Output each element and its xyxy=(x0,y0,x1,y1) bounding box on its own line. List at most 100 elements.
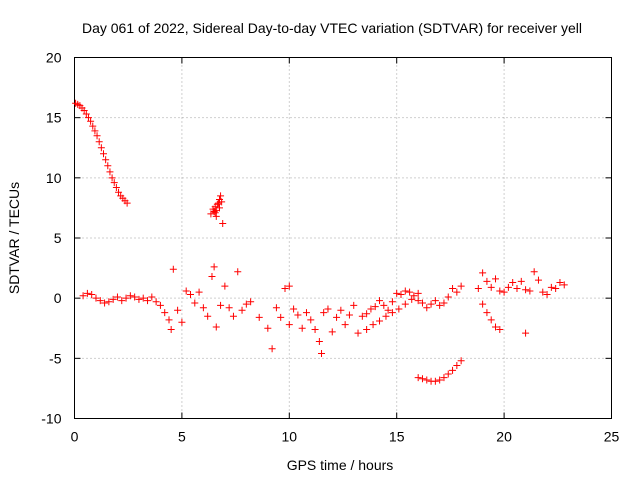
data-point xyxy=(380,301,388,309)
data-point xyxy=(212,212,220,220)
data-point xyxy=(215,204,223,212)
x-tick-label: 15 xyxy=(389,429,405,445)
data-point xyxy=(401,287,409,295)
data-point xyxy=(105,298,113,306)
data-point xyxy=(449,366,457,374)
data-point xyxy=(376,317,384,325)
data-point xyxy=(144,297,152,305)
data-point xyxy=(492,323,500,331)
data-point xyxy=(247,298,255,306)
data-point xyxy=(311,325,319,333)
data-point xyxy=(112,183,120,191)
data-point xyxy=(182,287,190,295)
data-point xyxy=(214,199,222,207)
data-point xyxy=(109,295,117,303)
data-point xyxy=(92,294,100,302)
data-point xyxy=(449,285,457,293)
data-point xyxy=(139,294,147,302)
x-tick-label: 10 xyxy=(282,429,298,445)
data-point xyxy=(212,323,220,331)
data-point xyxy=(479,269,487,277)
data-point xyxy=(423,304,431,312)
data-point xyxy=(496,287,504,295)
data-point xyxy=(110,179,118,187)
x-axis-label: GPS time / hours xyxy=(287,457,394,473)
y-tick-label: 0 xyxy=(54,290,62,306)
data-points xyxy=(72,99,568,385)
data-point xyxy=(225,304,233,312)
data-point xyxy=(210,263,218,271)
data-point xyxy=(208,273,216,281)
data-point xyxy=(97,144,105,152)
data-point xyxy=(363,325,371,333)
data-point xyxy=(126,292,134,300)
data-point xyxy=(350,301,358,309)
x-tick-label: 5 xyxy=(178,429,186,445)
data-point xyxy=(436,376,444,384)
data-point xyxy=(178,318,186,326)
chart-title: Day 061 of 2022, Sidereal Day-to-day VTE… xyxy=(82,20,582,36)
data-point xyxy=(341,321,349,329)
data-point xyxy=(102,156,110,164)
data-point xyxy=(268,345,276,353)
data-point xyxy=(382,312,390,320)
data-point xyxy=(307,316,315,324)
data-point xyxy=(547,283,555,291)
data-point xyxy=(213,200,221,208)
data-point xyxy=(95,138,103,146)
data-point xyxy=(167,325,175,333)
data-point xyxy=(487,283,495,291)
data-point xyxy=(530,268,538,276)
data-point xyxy=(118,297,126,305)
data-point xyxy=(218,198,226,206)
y-axis-label: SDTVAR / TECUs xyxy=(6,182,22,294)
data-point xyxy=(483,309,491,317)
data-point xyxy=(294,311,302,319)
data-point xyxy=(285,282,293,290)
data-point xyxy=(539,288,547,296)
series-descending-19-20h xyxy=(479,300,504,333)
data-point xyxy=(388,298,396,306)
data-point xyxy=(165,316,173,324)
data-point xyxy=(290,305,298,313)
data-point xyxy=(354,329,362,337)
data-point xyxy=(82,110,90,118)
data-point xyxy=(453,288,461,296)
data-point xyxy=(123,199,131,207)
data-point xyxy=(88,291,96,299)
data-point xyxy=(285,321,293,329)
data-point xyxy=(186,291,194,299)
data-point xyxy=(500,288,508,296)
data-point xyxy=(440,374,448,382)
data-point xyxy=(414,289,422,297)
data-point xyxy=(79,292,87,300)
data-point xyxy=(80,106,88,114)
y-tick-label: 10 xyxy=(46,170,62,186)
data-point xyxy=(427,300,435,308)
data-point xyxy=(87,117,95,125)
data-point xyxy=(106,168,114,176)
data-point xyxy=(169,265,177,273)
x-tick-label: 20 xyxy=(496,429,512,445)
data-point xyxy=(552,285,560,293)
data-point xyxy=(487,316,495,324)
data-point xyxy=(318,350,326,358)
data-point xyxy=(211,209,219,217)
data-point xyxy=(108,174,116,182)
series-late xyxy=(474,268,568,299)
data-point xyxy=(302,309,310,317)
data-point xyxy=(444,293,452,301)
data-point xyxy=(104,162,112,170)
series-descending-15-16h xyxy=(363,289,422,333)
data-point xyxy=(526,287,534,295)
data-point xyxy=(96,297,104,305)
data-point xyxy=(457,357,465,365)
series-decay xyxy=(72,99,131,207)
data-point xyxy=(388,309,396,317)
data-point xyxy=(83,289,91,297)
data-point xyxy=(195,288,203,296)
data-point xyxy=(204,312,212,320)
data-point xyxy=(315,337,323,345)
data-point xyxy=(101,299,109,307)
data-point xyxy=(513,285,521,293)
